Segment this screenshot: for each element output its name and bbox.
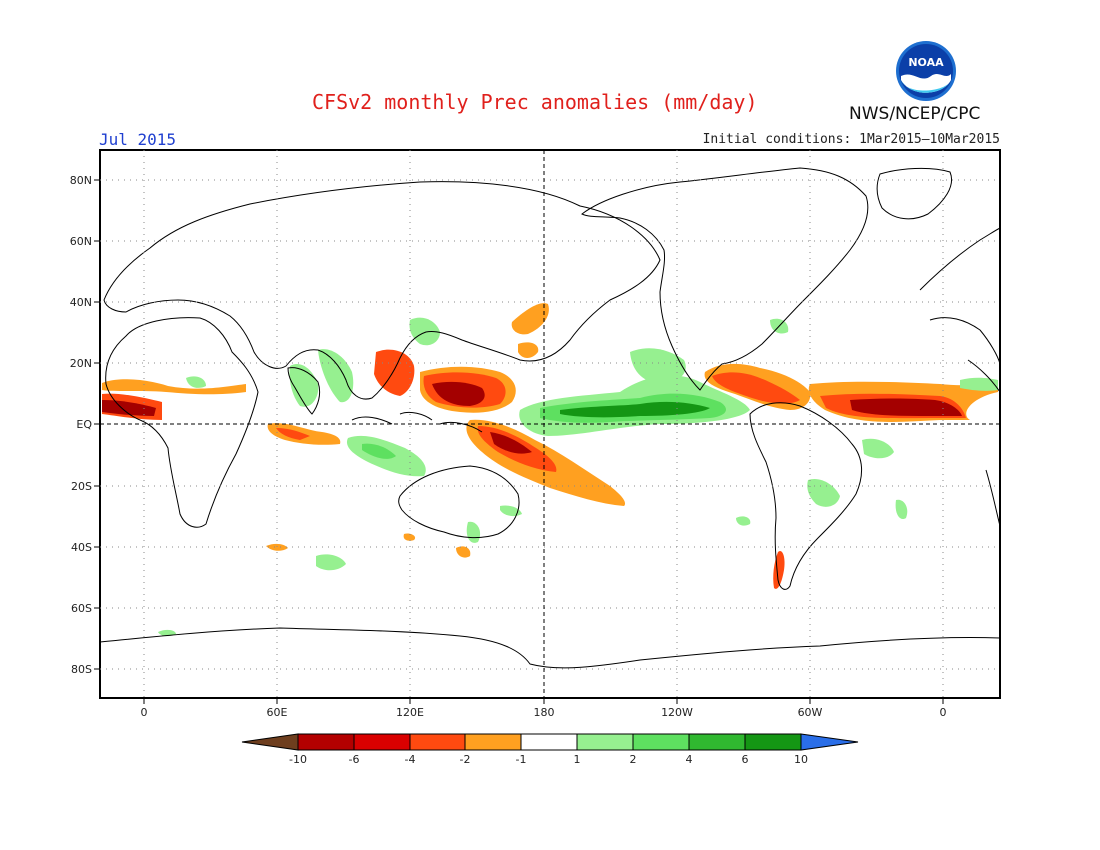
lat-label: 40N xyxy=(70,296,92,309)
lon-label: 0 xyxy=(141,706,148,719)
noaa-logo: NOAA xyxy=(896,41,956,101)
coast-india xyxy=(287,367,321,415)
lon-label: 120E xyxy=(396,706,424,719)
wet-band-brazil xyxy=(807,478,840,507)
coast-south-america xyxy=(749,402,862,590)
lon-label: 120W xyxy=(661,706,693,719)
wet-band-south-atlantic xyxy=(862,438,894,459)
lat-label: 80N xyxy=(70,174,92,187)
dry-core-indian-ocean xyxy=(276,428,310,440)
colorbar-below-min xyxy=(241,733,299,751)
coastlines xyxy=(99,167,1001,669)
colorbar-bin xyxy=(632,733,690,751)
colorbar-label: 4 xyxy=(686,753,693,766)
lat-label: 20N xyxy=(70,357,92,370)
latitude-labels: 80N 60N 40N 20N EQ 20S 40S 60S 80S xyxy=(70,174,93,676)
coast-australia xyxy=(398,465,520,539)
colorbar-bin xyxy=(409,733,466,751)
dry-core-spcz xyxy=(490,432,532,454)
colorbar-bin xyxy=(688,733,746,751)
colorbar-bin xyxy=(297,733,355,751)
coast-greenland xyxy=(876,167,952,220)
colorbar-bin xyxy=(576,733,634,751)
coast-africa xyxy=(105,317,259,528)
initial-conditions: Initial conditions: 1Mar2015–10Mar2015 xyxy=(702,132,1000,147)
dry-spot-south-atlantic xyxy=(266,543,288,551)
dry-spot-pacific-20n xyxy=(518,342,539,358)
colorbar-label: -10 xyxy=(289,753,307,766)
lon-label: 60E xyxy=(267,706,288,719)
wet-spot-east-atlantic xyxy=(960,377,998,391)
wet-spot-australia-south xyxy=(500,505,522,517)
colorbar-label: 1 xyxy=(574,753,581,766)
colorbar-label: -2 xyxy=(460,753,471,766)
wet-mid-indonesia xyxy=(362,443,396,459)
coast-europe-right xyxy=(919,227,1001,365)
graticule xyxy=(100,150,1000,698)
coast-eurasia xyxy=(103,181,661,400)
wet-spot-west-africa xyxy=(186,376,206,388)
colorbar-bin xyxy=(353,733,411,751)
lon-label: 60W xyxy=(798,706,823,719)
colorbar-labels: -10 -6 -4 -2 -1 1 2 4 6 10 xyxy=(289,753,808,766)
dry-band-africa-west xyxy=(102,379,246,395)
colorbar-label: -1 xyxy=(516,753,527,766)
dry-core-west-pacific xyxy=(432,381,485,406)
colorbar-label: -6 xyxy=(349,753,360,766)
dry-band-philippines xyxy=(374,349,415,396)
dry-mid-caribbean xyxy=(712,372,800,404)
lon-label: 180 xyxy=(534,706,555,719)
dry-spot-south-india xyxy=(403,533,416,541)
chart-title: CFSv2 monthly Prec anomalies (mm/day) xyxy=(312,90,758,114)
tick-marks xyxy=(94,179,944,704)
reference-lines xyxy=(100,150,1000,698)
coast-antarctica xyxy=(99,627,1001,669)
colorbar-above-max xyxy=(800,733,859,751)
wet-spot-south-indian xyxy=(316,554,346,571)
coast-north-america xyxy=(581,167,869,391)
colorbar-bin xyxy=(464,733,522,751)
lon-label: 0 xyxy=(940,706,947,719)
lat-label: 60S xyxy=(71,602,92,615)
colorbar-bin xyxy=(744,733,802,751)
dry-spot-south-pacific xyxy=(456,546,471,558)
colorbar-label: 6 xyxy=(742,753,749,766)
colorbar-label: -4 xyxy=(405,753,416,766)
lat-label: 60N xyxy=(70,235,92,248)
lat-label: 80S xyxy=(71,663,92,676)
colorbar-label: 10 xyxy=(794,753,808,766)
wet-band-china xyxy=(409,317,440,346)
wet-spot-south-pacific-40s xyxy=(736,516,751,526)
forecast-month: Jul 2015 xyxy=(99,130,177,149)
colorbar xyxy=(241,733,859,751)
colorbar-label: 2 xyxy=(630,753,637,766)
dry-core-africa-west-strong xyxy=(102,400,156,416)
agency-label: NWS/NCEP/CPC xyxy=(849,104,981,124)
wet-spot-sw-atlantic xyxy=(895,499,908,520)
lat-label: 40S xyxy=(71,541,92,554)
wet-band-india xyxy=(318,349,354,403)
longitude-labels: 0 60E 120E 180 120W 60W 0 xyxy=(141,706,947,719)
logo-text: NOAA xyxy=(908,56,944,69)
wet-core-east-pacific xyxy=(560,401,710,418)
dry-core-atlantic-strong xyxy=(850,398,962,416)
wet-band-north-pacific-10n xyxy=(630,348,686,384)
dry-band-north-pacific xyxy=(511,303,549,335)
lat-label: 20S xyxy=(71,480,92,493)
wet-spot-antarctic xyxy=(158,629,176,637)
lat-label: EQ xyxy=(76,418,92,431)
anomaly-shading xyxy=(102,303,998,637)
coast-africa-right xyxy=(967,359,1001,527)
colorbar-bin xyxy=(520,733,578,751)
